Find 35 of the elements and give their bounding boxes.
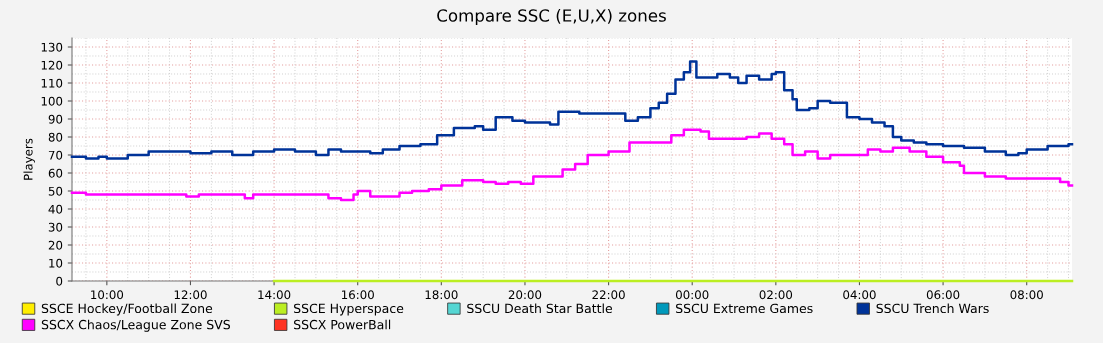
x-tick-label: 10:00 (91, 290, 124, 300)
y-tick-label: 30 (48, 222, 63, 232)
y-tick-label: 10 (49, 258, 63, 268)
y-tick-label: 60 (48, 168, 63, 178)
x-tick-label: 00:00 (675, 290, 709, 300)
legend-label: SSCU Extreme Games (676, 303, 813, 314)
x-tick-label: 02:00 (759, 290, 793, 300)
y-tick-label: 100 (41, 96, 63, 106)
y-tick-label: 50 (48, 186, 63, 196)
x-tick-label: 22:00 (592, 290, 625, 300)
x-tick-label: 20:00 (508, 290, 542, 300)
legend-label: SSCX PowerBall (294, 319, 391, 330)
x-tick-label: 04:00 (843, 290, 876, 300)
legend-label: SSCX Chaos/League Zone SVS (41, 319, 230, 332)
y-tick-label: 70 (48, 150, 63, 160)
x-tick-label: 16:00 (342, 290, 374, 300)
y-tick-label: 80 (48, 132, 63, 142)
legend-label: SSCE Hockey/Football Zone (41, 303, 213, 316)
legend-label: SSCU Death Star Battle (467, 303, 613, 314)
y-tick-label: 90 (48, 114, 63, 124)
x-tick-label: 14:00 (258, 290, 291, 300)
chart-title: Compare SSC (E,U,X) zones (437, 8, 666, 26)
legend-label: SSCE Hyperspace (294, 303, 404, 316)
x-tick-label: 06:00 (926, 290, 960, 300)
x-tick-label: 12:00 (174, 290, 207, 300)
x-tick-label: 18:00 (425, 290, 458, 300)
y-tick-label: 20 (48, 240, 63, 250)
x-tick-label: 08:00 (1010, 290, 1043, 300)
legend-label: SSCU Trench Wars (876, 303, 989, 314)
y-axis-title: Players (23, 138, 35, 180)
y-tick-label: 110 (41, 78, 63, 88)
y-tick-label: 0 (56, 276, 63, 286)
y-tick-label: 130 (41, 42, 63, 52)
y-tick-label: 40 (48, 204, 63, 214)
y-tick-label: 120 (41, 60, 63, 70)
